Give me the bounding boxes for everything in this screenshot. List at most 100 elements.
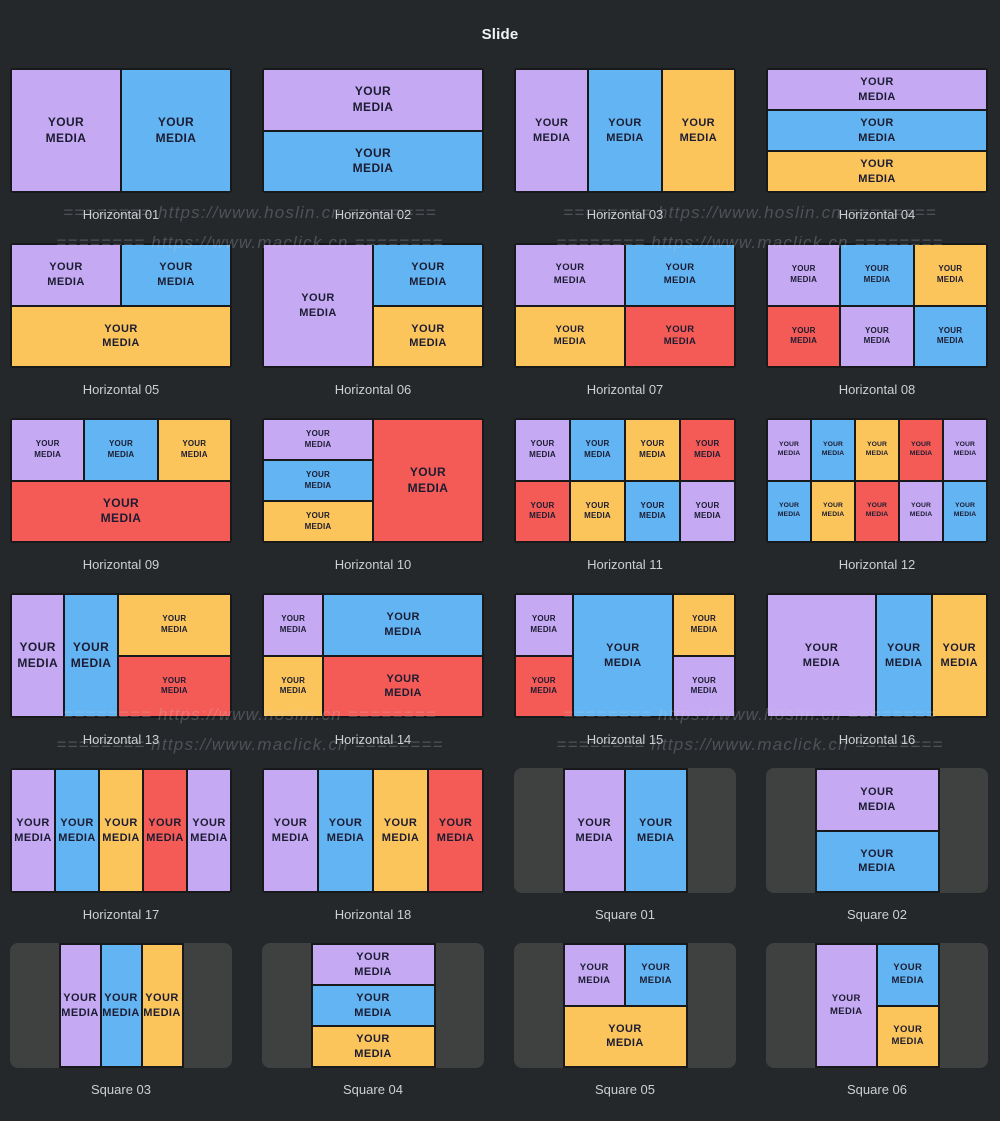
template-card[interactable]: YOUR MEDIA YOUR MEDIA YOUR MEDIA YOUR MEDIA Hori… (262, 418, 484, 593)
template-card[interactable]: YOUR MEDIA YOUR MEDIA Horizontal 02 (262, 68, 484, 243)
layout-split: YOUR MEDIA YOUR MEDIA YOUR MEDIA YOUR MEDIA (516, 245, 734, 366)
template-card[interactable]: YOUR MEDIA YOUR MEDIA YOUR MEDIA YOUR MEDIA Hori… (262, 593, 484, 768)
media-label: YOUR MEDIA (858, 117, 896, 144)
template-card[interactable]: YOUR MEDIA YOUR MEDIA YOUR MEDIA YOUR MEDIA YOUR… (766, 418, 988, 593)
template-card[interactable]: YOUR MEDIA YOUR MEDIA YOUR MEDIA YOUR MEDIA YOUR… (514, 418, 736, 593)
media-label: YOUR MEDIA (326, 817, 365, 844)
template-card[interactable]: YOUR MEDIA YOUR MEDIA Horizontal 01 (10, 68, 232, 243)
template-card[interactable]: YOUR MEDIA YOUR MEDIA YOUR MEDIA Horizontal 16 (766, 593, 988, 768)
template-thumbnail[interactable]: YOUR MEDIA YOUR MEDIA YOUR MEDIA YOUR MEDIA (514, 243, 736, 368)
template-thumbnail[interactable]: YOUR MEDIA YOUR MEDIA YOUR MEDIA (514, 68, 736, 193)
template-thumbnail[interactable]: YOUR MEDIA YOUR MEDIA YOUR MEDIA YOUR MEDIA (262, 418, 484, 543)
template-card[interactable]: YOUR MEDIA YOUR MEDIA YOUR MEDIA YOUR MEDIA YOUR… (766, 243, 988, 418)
media-placeholder: YOUR MEDIA (65, 595, 117, 716)
layout-split: YOUR MEDIA YOUR MEDIA (374, 245, 482, 366)
template-card[interactable]: YOUR MEDIA YOUR MEDIA YOUR MEDIA YOUR MEDIA Hori… (262, 768, 484, 943)
square-media-area: YOUR MEDIA YOUR MEDIA (814, 768, 940, 893)
template-thumbnail[interactable]: YOUR MEDIA YOUR MEDIA YOUR MEDIA YOUR MEDIA (262, 768, 484, 893)
media-label: YOUR MEDIA (637, 817, 675, 844)
template-thumbnail[interactable]: YOUR MEDIA YOUR MEDIA YOUR MEDIA YOUR MEDIA YOUR… (766, 418, 988, 543)
template-thumbnail[interactable]: YOUR MEDIA YOUR MEDIA YOUR MEDIA YOUR MEDIA YOUR… (10, 768, 232, 893)
media-placeholder: YOUR MEDIA (264, 502, 372, 541)
template-thumbnail[interactable]: YOUR MEDIA YOUR MEDIA YOUR MEDIA YOUR MEDIA YOUR… (766, 243, 988, 368)
media-placeholder: YOUR MEDIA (626, 481, 679, 541)
template-thumbnail[interactable]: YOUR MEDIA YOUR MEDIA YOUR MEDIA (514, 943, 736, 1068)
layout-split: YOUR MEDIA YOUR MEDIA YOUR MEDIA YOUR MEDIA (12, 595, 230, 716)
template-thumbnail[interactable]: YOUR MEDIA YOUR MEDIA (766, 768, 988, 893)
template-card[interactable]: YOUR MEDIA YOUR MEDIA YOUR MEDIA Horizontal 05 (10, 243, 232, 418)
media-placeholder: YOUR MEDIA (768, 420, 810, 480)
template-card[interactable]: YOUR MEDIA YOUR MEDIA YOUR MEDIA Square 05 (514, 943, 736, 1118)
template-grid: YOUR MEDIA YOUR MEDIA Horizontal 01 YOUR MEDIA… (10, 68, 990, 1118)
template-card[interactable]: YOUR MEDIA YOUR MEDIA YOUR MEDIA YOUR MEDIA YOUR… (514, 593, 736, 768)
media-label: YOUR MEDIA (575, 817, 613, 844)
template-card[interactable]: YOUR MEDIA YOUR MEDIA YOUR MEDIA Horizontal 04 (766, 68, 988, 243)
template-label: Horizontal 17 (82, 907, 160, 922)
media-label: YOUR MEDIA (304, 470, 332, 490)
template-card[interactable]: YOUR MEDIA YOUR MEDIA YOUR MEDIA YOUR MEDIA Hori… (10, 593, 232, 768)
template-thumbnail[interactable]: YOUR MEDIA YOUR MEDIA YOUR MEDIA YOUR MEDIA YOUR… (514, 593, 736, 718)
template-thumbnail[interactable]: YOUR MEDIA YOUR MEDIA YOUR MEDIA (10, 243, 232, 368)
template-card[interactable]: YOUR MEDIA YOUR MEDIA YOUR MEDIA Square 06 (766, 943, 988, 1118)
media-label: YOUR MEDIA (352, 84, 394, 114)
template-label: Horizontal 10 (334, 557, 412, 572)
template-thumbnail[interactable]: YOUR MEDIA YOUR MEDIA (262, 68, 484, 193)
template-card[interactable]: YOUR MEDIA YOUR MEDIA YOUR MEDIA Square 03 (10, 943, 232, 1118)
layout-split: YOUR MEDIA YOUR MEDIA YOUR MEDIA YOUR MEDIA (516, 481, 734, 541)
template-label: Horizontal 13 (82, 732, 160, 747)
media-placeholder: YOUR MEDIA (60, 945, 100, 1066)
media-label: YOUR MEDIA (58, 817, 96, 844)
media-placeholder: YOUR MEDIA (768, 111, 986, 150)
media-placeholder: YOUR MEDIA (812, 420, 854, 480)
media-label: YOUR MEDIA (663, 323, 697, 348)
media-label: YOUR MEDIA (553, 323, 587, 348)
media-placeholder: YOUR MEDIA (516, 595, 572, 655)
media-label: YOUR MEDIA (909, 440, 933, 457)
media-placeholder: YOUR MEDIA (914, 306, 986, 366)
layout-split: YOUR MEDIA YOUR MEDIA YOUR MEDIA YOUR MEDIA YOUR… (768, 245, 986, 366)
media-placeholder: YOUR MEDIA (662, 70, 734, 191)
template-card[interactable]: YOUR MEDIA YOUR MEDIA YOUR MEDIA Horizontal 03 (514, 68, 736, 243)
media-placeholder: YOUR MEDIA (324, 656, 482, 716)
template-card[interactable]: YOUR MEDIA YOUR MEDIA Square 01 (514, 768, 736, 943)
template-thumbnail[interactable]: YOUR MEDIA YOUR MEDIA YOUR MEDIA YOUR MEDIA (10, 593, 232, 718)
template-thumbnail[interactable]: YOUR MEDIA YOUR MEDIA YOUR MEDIA YOUR MEDIA (10, 418, 232, 543)
template-thumbnail[interactable]: YOUR MEDIA YOUR MEDIA (10, 68, 232, 193)
media-placeholder: YOUR MEDIA (312, 1027, 434, 1066)
template-thumbnail[interactable]: YOUR MEDIA YOUR MEDIA YOUR MEDIA (766, 68, 988, 193)
template-thumbnail[interactable]: YOUR MEDIA YOUR MEDIA YOUR MEDIA (766, 593, 988, 718)
media-placeholder: YOUR MEDIA (944, 481, 986, 541)
media-label: YOUR MEDIA (436, 817, 475, 844)
media-label: YOUR MEDIA (679, 117, 718, 144)
layout-split: YOUR MEDIA YOUR MEDIA YOUR MEDIA (768, 245, 986, 305)
media-placeholder: YOUR MEDIA (768, 152, 986, 191)
template-thumbnail[interactable]: YOUR MEDIA YOUR MEDIA YOUR MEDIA (262, 943, 484, 1068)
media-placeholder: YOUR MEDIA (516, 420, 569, 480)
media-placeholder: YOUR MEDIA (101, 945, 141, 1066)
template-card[interactable]: YOUR MEDIA YOUR MEDIA YOUR MEDIA YOUR MEDIA Hori… (514, 243, 736, 418)
media-label: YOUR MEDIA (821, 440, 845, 457)
template-thumbnail[interactable]: YOUR MEDIA YOUR MEDIA YOUR MEDIA (10, 943, 232, 1068)
template-card[interactable]: YOUR MEDIA YOUR MEDIA YOUR MEDIA YOUR MEDIA YOUR… (10, 768, 232, 943)
media-placeholder: YOUR MEDIA (878, 945, 938, 1005)
template-thumbnail[interactable]: YOUR MEDIA YOUR MEDIA YOUR MEDIA YOUR MEDIA YOUR… (514, 418, 736, 543)
template-thumbnail[interactable]: YOUR MEDIA YOUR MEDIA YOUR MEDIA YOUR MEDIA (262, 593, 484, 718)
layout-split: YOUR MEDIA YOUR MEDIA YOUR MEDIA YOUR MEDIA YOUR… (768, 420, 986, 541)
template-label: Horizontal 09 (82, 557, 160, 572)
layout-split: YOUR MEDIA YOUR MEDIA YOUR MEDIA (264, 420, 372, 541)
template-thumbnail[interactable]: YOUR MEDIA YOUR MEDIA YOUR MEDIA (766, 943, 988, 1068)
template-thumbnail[interactable]: YOUR MEDIA YOUR MEDIA YOUR MEDIA (262, 243, 484, 368)
square-media-area: YOUR MEDIA YOUR MEDIA (562, 768, 688, 893)
media-placeholder: YOUR MEDIA (841, 306, 913, 366)
template-label: Square 01 (595, 907, 655, 922)
template-card[interactable]: YOUR MEDIA YOUR MEDIA YOUR MEDIA Horizontal 06 (262, 243, 484, 418)
media-label: YOUR MEDIA (384, 672, 422, 700)
media-label: YOUR MEDIA (530, 614, 558, 634)
template-card[interactable]: YOUR MEDIA YOUR MEDIA Square 02 (766, 768, 988, 943)
template-card[interactable]: YOUR MEDIA YOUR MEDIA YOUR MEDIA Square 04 (262, 943, 484, 1118)
template-card[interactable]: YOUR MEDIA YOUR MEDIA YOUR MEDIA YOUR MEDIA Hori… (10, 418, 232, 593)
media-label: YOUR MEDIA (821, 502, 845, 519)
template-thumbnail[interactable]: YOUR MEDIA YOUR MEDIA (514, 768, 736, 893)
media-placeholder: YOUR MEDIA (768, 595, 875, 716)
media-placeholder: YOUR MEDIA (626, 245, 734, 305)
